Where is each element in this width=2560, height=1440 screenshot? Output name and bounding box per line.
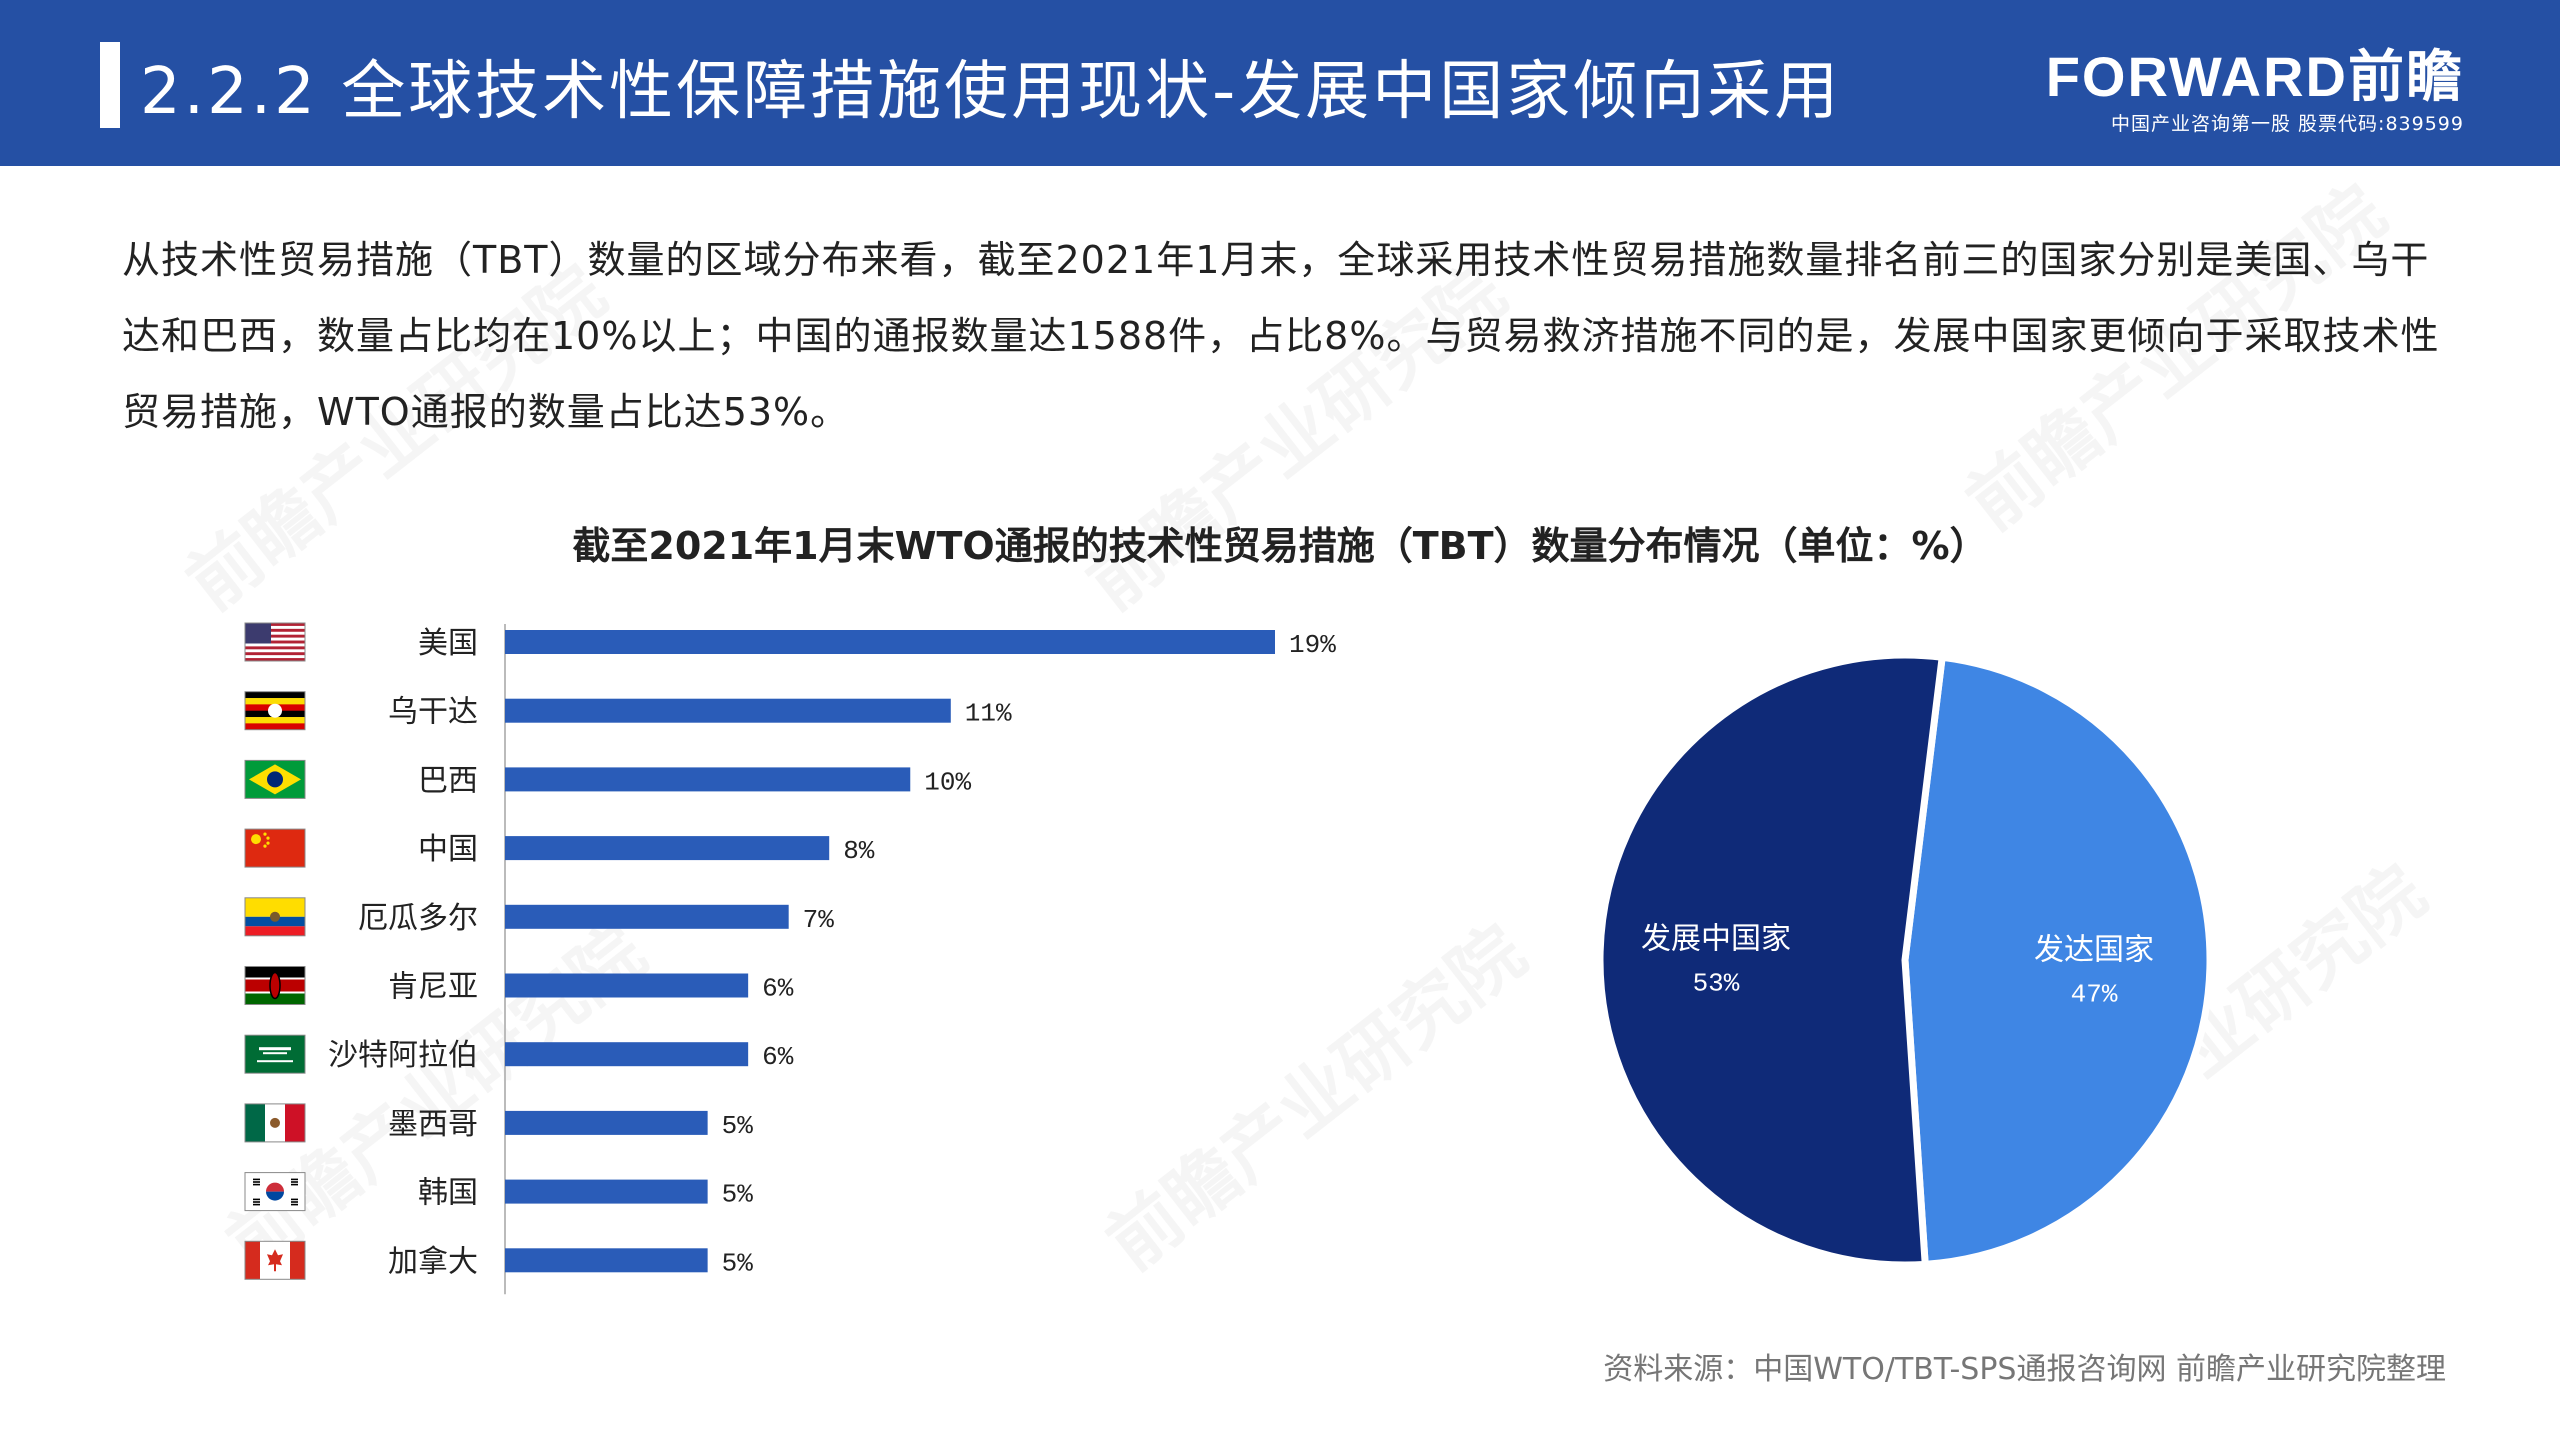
bar [505,904,789,929]
category-label: 中国 [418,832,478,867]
mexico-flag-icon [244,1103,306,1143]
saudi-arabia-flag-icon [244,1034,306,1074]
bar [505,630,1275,654]
value-label: 7% [803,905,835,935]
bar [505,973,749,998]
header-bar: 2.2.2 全球技术性保障措施使用现状-发展中国家倾向采用 FORWARD前瞻 … [0,0,2560,166]
pie-label: 发展中国家 [1641,922,1791,957]
kenya-flag-icon [244,966,306,1005]
category-label: 沙特阿拉伯 [328,1038,478,1073]
chart-title: 截至2021年1月末WTO通报的技术性贸易措施（TBT）数量分布情况（单位：%） [572,524,1988,568]
value-label: 6% [762,974,794,1004]
ecuador-flag-icon [244,897,306,937]
value-label: 19% [1289,630,1336,660]
usa-flag-icon [244,622,306,662]
value-label: 5% [722,1180,754,1210]
pie-slice-developed [1901,653,2214,1268]
value-label: 5% [722,1111,754,1141]
value-label: 10% [924,767,971,797]
logo-text: FORWARD前瞻 [2045,45,2464,108]
source-note: 资料来源：中国WTO/TBT-SPS通报咨询网 前瞻产业研究院整理 [1603,1352,2446,1387]
category-label: 墨西哥 [388,1107,478,1142]
brazil-flag-icon [244,759,306,799]
value-label: 11% [965,699,1012,729]
bar [505,767,911,792]
category-label: 厄瓜多尔 [358,901,478,936]
pie-value-label: 53% [1693,969,1740,999]
pie-chart: 发展中国家 53% 发达国家 47% [1596,651,2214,1269]
bar [505,836,830,861]
bar [505,1179,708,1204]
uganda-flag-icon [244,691,306,731]
category-label: 韩国 [418,1176,478,1211]
brand-logo: FORWARD前瞻 中国产业咨询第一股 股票代码:839599 [2046,46,2464,138]
value-label: 8% [843,836,875,866]
bar [505,1248,708,1273]
logo-subtitle: 中国产业咨询第一股 股票代码:839599 [2111,113,2464,135]
category-label: 美国 [418,626,478,661]
category-label: 加拿大 [388,1244,478,1279]
value-label: 5% [722,1248,754,1278]
pie-label: 发达国家 [2034,932,2154,967]
korea-flag-icon [244,1172,306,1212]
pie-slice-developing [1596,651,1946,1269]
category-label: 巴西 [418,763,478,798]
title-accent-bar [100,42,120,128]
pie-value-label: 47% [2071,979,2118,1009]
category-label: 乌干达 [388,695,478,730]
page-title: 2.2.2 全球技术性保障措施使用现状-发展中国家倾向采用 [140,55,1842,129]
bar [505,698,951,723]
category-label: 肯尼亚 [388,970,478,1005]
bar [505,1110,708,1135]
bar [505,1042,749,1067]
intro-paragraph: 从技术性贸易措施（TBT）数量的区域分布来看，截至2021年1月末，全球采用技术… [122,238,2440,434]
value-label: 6% [762,1042,794,1072]
canada-flag-icon [244,1240,306,1280]
china-flag-icon [244,828,306,868]
bar-chart: 美国 19% 乌干达 11% 巴西 10% 中国 8% 厄瓜多尔 7% 肯尼亚 6% 沙特阿拉伯 6% 墨西… [244,622,1336,1295]
